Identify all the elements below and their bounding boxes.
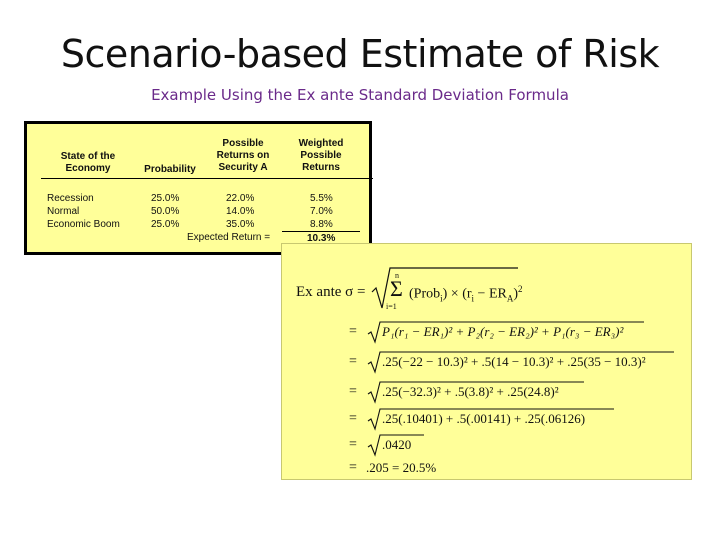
formula-line-4: .25(−32.3)² + .5(3.8)² + .25(24.8)² xyxy=(382,384,559,399)
equals-3: = xyxy=(349,354,357,369)
formula-line-3: .25(−22 − 10.3)² + .5(14 − 10.3)² + .25(… xyxy=(382,354,646,369)
table-row: Economic Boom xyxy=(47,219,120,231)
equals-4: = xyxy=(349,384,357,399)
equals-6: = xyxy=(349,437,357,452)
cell-weighted: 7.0% xyxy=(310,206,333,217)
expected-return-label: Expected Return = xyxy=(187,232,271,243)
cell-state: Normal xyxy=(47,206,80,217)
summand-close: ) xyxy=(513,286,519,302)
header-state: State of the Economy xyxy=(41,151,135,175)
formula-line-2: P₁(r₁ − ER₁)² + P₂(r₂ − ER₂)² + P₁(r₃ − … xyxy=(382,324,624,339)
returns-table-panel: State of the Economy Probability Possibl… xyxy=(24,121,373,255)
radical-sign-3 xyxy=(367,351,674,374)
radical-sign-2 xyxy=(367,321,644,344)
summand: (Probi) × (ri − ERA)2 xyxy=(409,284,523,303)
sum-line xyxy=(282,231,360,232)
table-row: Normal xyxy=(47,206,79,218)
sum-lower: i=1 xyxy=(386,302,397,311)
header-returns-line-2: Returns on xyxy=(216,150,270,161)
cell-weighted: 8.8% xyxy=(310,219,333,230)
summand-r: ) × (r xyxy=(442,286,472,302)
header-state-line-2: Economy xyxy=(65,163,111,174)
header-probability: Probability xyxy=(144,164,196,175)
radical-sign-4 xyxy=(367,381,584,404)
cell-return: 22.0% xyxy=(226,193,255,204)
header-divider xyxy=(41,178,373,179)
expected-return-value: 10.3% xyxy=(307,233,336,244)
header-weighted-line-3: Returns xyxy=(302,162,340,173)
summand-prob-sub: i xyxy=(440,293,443,304)
cell-state: Economic Boom xyxy=(47,219,120,230)
formula-result: .205 = 20.5% xyxy=(366,460,437,475)
radical-sign-6 xyxy=(367,434,424,457)
header-weighted: Weighted Possible Returns xyxy=(285,138,357,174)
summand-prob: (Prob xyxy=(409,286,441,302)
cell-probability: 25.0% xyxy=(151,219,180,230)
table-row: Recession xyxy=(47,193,94,205)
summand-er: − ER xyxy=(474,286,507,302)
equals-5: = xyxy=(349,411,357,426)
cell-return: 35.0% xyxy=(226,219,255,230)
cell-weighted: 5.5% xyxy=(310,193,333,204)
equals-2: = xyxy=(349,324,357,339)
header-returns-line-1: Possible xyxy=(222,138,264,149)
cell-probability: 25.0% xyxy=(151,193,180,204)
cell-state: Recession xyxy=(47,193,94,204)
formula-line-6: .0420 xyxy=(382,437,412,452)
equals-7: = xyxy=(349,460,357,475)
radical-sign-1 xyxy=(371,267,518,309)
header-returns: Possible Returns on Security A xyxy=(203,138,283,174)
header-returns-line-3: Security A xyxy=(218,162,268,173)
formula-panel: Ex ante σ = n Σ i=1 (Probi) × (ri − ERA)… xyxy=(281,243,692,480)
slide-title: Scenario-based Estimate of Risk xyxy=(60,32,660,76)
header-weighted-line-1: Weighted xyxy=(298,138,344,149)
slide-subtitle: Example Using the Ex ante Standard Devia… xyxy=(151,86,569,104)
cell-probability: 50.0% xyxy=(151,206,180,217)
header-weighted-line-2: Possible xyxy=(300,150,342,161)
summand-er-sub: A xyxy=(506,293,514,304)
cell-return: 14.0% xyxy=(226,206,255,217)
radical-sign-5 xyxy=(367,408,614,431)
formula-lhs: Ex ante σ = xyxy=(296,284,366,300)
sum-upper: n xyxy=(395,271,399,280)
summand-exp: 2 xyxy=(518,284,523,294)
formula-line-5: .25(.10401) + .5(.00141) + .25(.06126) xyxy=(382,411,586,426)
sum-symbol: Σ xyxy=(390,276,403,301)
summand-r-sub: i xyxy=(471,293,475,304)
header-state-line-1: State of the xyxy=(60,151,116,162)
